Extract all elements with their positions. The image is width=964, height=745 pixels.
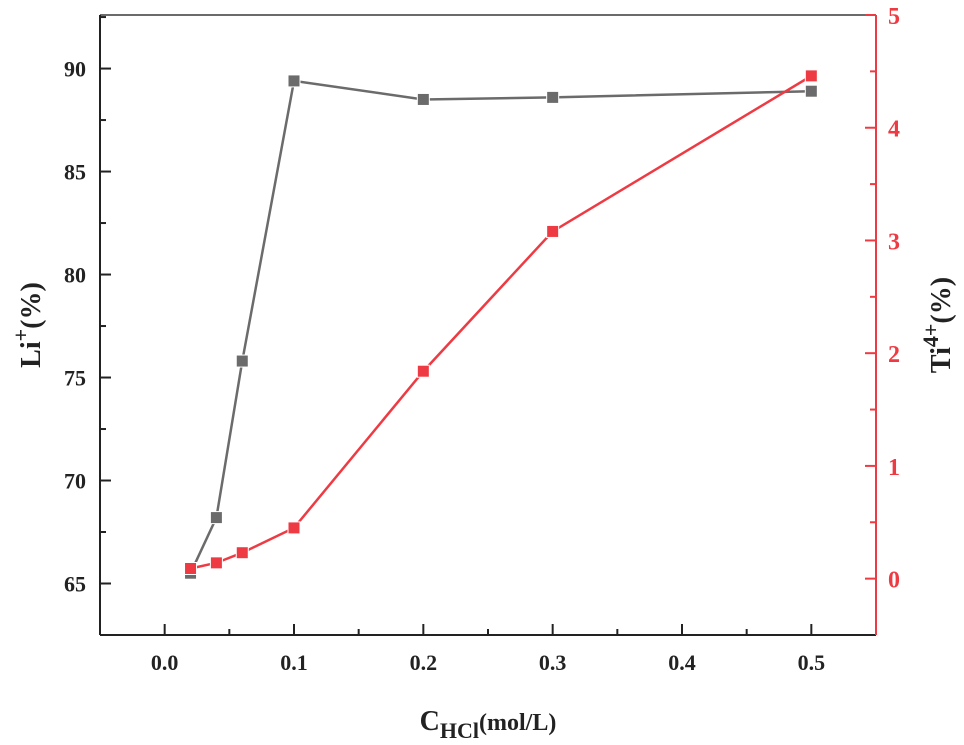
data-point-Ti4+	[184, 561, 198, 575]
data-point-Li+	[235, 354, 249, 368]
y-axis-right-label: Ti4+(%)	[918, 277, 957, 373]
data-point-Li+	[416, 92, 430, 106]
x-tick-label: 0.4	[668, 650, 696, 675]
y-left-tick-label: 65	[64, 572, 86, 597]
data-point-Li+	[546, 90, 560, 104]
y-right-tick-label: 1	[888, 455, 900, 481]
y-right-tick-label: 2	[888, 342, 900, 368]
x-tick-label: 0.3	[539, 650, 567, 675]
y-left-tick-label: 75	[64, 366, 86, 391]
data-point-Ti4+	[287, 521, 301, 535]
x-tick-label: 0.1	[280, 650, 308, 675]
y-right-tick-label: 4	[888, 117, 900, 143]
data-point-Ti4+	[416, 364, 430, 378]
y-left-tick-label: 70	[64, 469, 86, 494]
y-right-tick-label: 3	[888, 229, 900, 255]
data-point-Li+	[287, 74, 301, 88]
series-line-Li+	[189, 79, 812, 574]
y-left-tick-label: 80	[64, 263, 86, 288]
data-point-Ti4+	[546, 224, 560, 238]
x-axis-label: CHCl(mol/L)	[420, 706, 557, 740]
y-right-tick-label: 5	[888, 4, 900, 30]
data-series	[184, 69, 818, 580]
series-line-Ti4+	[190, 74, 812, 570]
y-axis-left-label: Li+(%)	[8, 282, 47, 368]
data-point-Ti4+	[235, 546, 249, 560]
x-tick-label: 0.0	[151, 650, 179, 675]
data-point-Li+	[804, 84, 818, 98]
x-tick-label: 0.2	[410, 650, 438, 675]
axis-ticks: 0.0 0.1 0.2 0.3 0.4 0.5 65 70 75 80 85 90 0 1 2 3 4 5	[64, 4, 900, 675]
y-left-tick-label: 90	[64, 57, 86, 82]
y-left-tick-label: 85	[64, 160, 86, 185]
x-tick-label: 0.5	[798, 650, 826, 675]
data-point-Li+	[209, 511, 223, 525]
y-right-tick-label: 0	[888, 568, 900, 594]
data-point-Ti4+	[209, 556, 223, 570]
data-point-Ti4+	[804, 69, 818, 83]
